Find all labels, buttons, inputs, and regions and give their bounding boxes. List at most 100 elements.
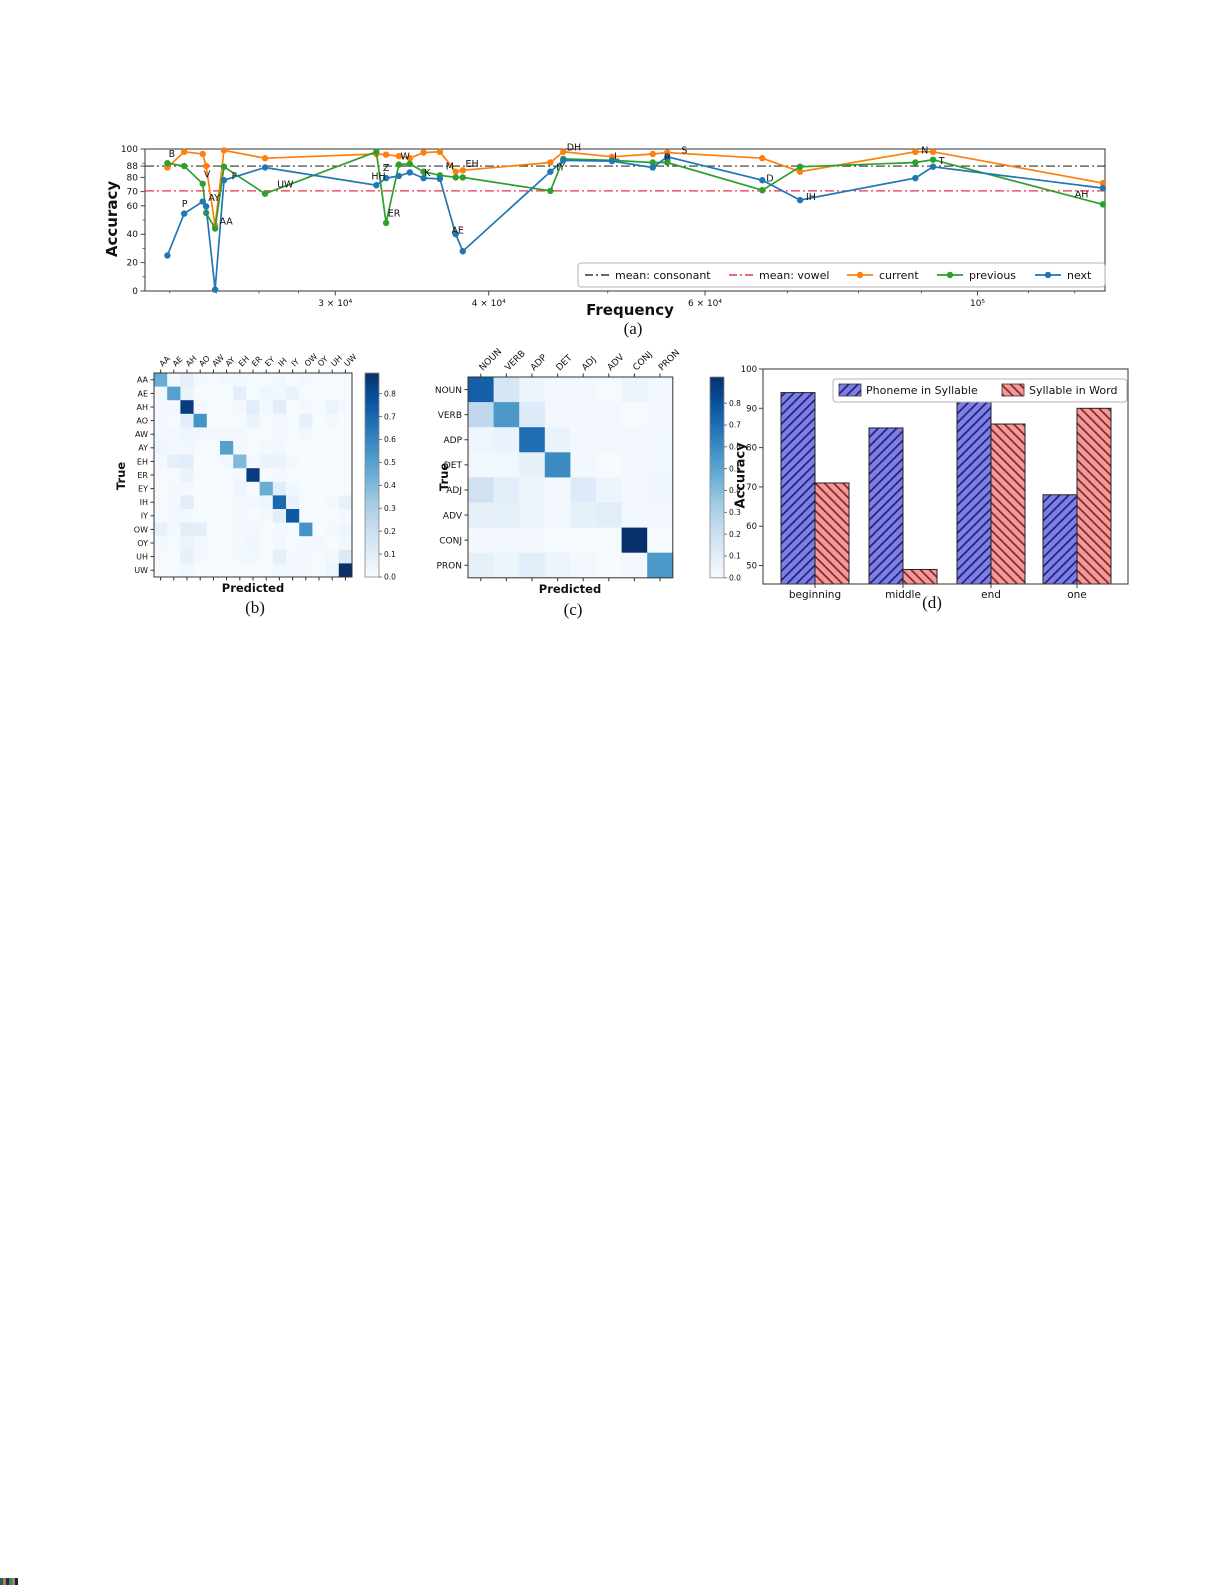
heatmap-cell [233, 536, 247, 551]
heatmap-cell [259, 509, 274, 523]
heatmap-cell [206, 427, 221, 442]
heatmap-cell [220, 522, 234, 537]
series-point-next [608, 157, 616, 165]
col-label: AE [171, 355, 185, 369]
colorbar-tick-label: 0.7 [729, 421, 741, 430]
heatmap-cell [246, 509, 260, 523]
heatmap-cell [167, 495, 181, 510]
heatmap-cell [299, 427, 313, 442]
heatmap-cell [312, 454, 326, 469]
heatmap-cell [259, 427, 274, 442]
series-point-previous [373, 148, 380, 156]
heatmap-cell [193, 468, 208, 483]
heatmap-cell [570, 552, 597, 579]
heatmap-cell [493, 502, 520, 528]
heatmap-cell [180, 481, 194, 496]
y-axis-tick-label: 80 [127, 173, 139, 183]
heatmap-cell [338, 373, 353, 387]
y-axis-tick-label: 70 [746, 483, 757, 493]
row-label: ER [137, 471, 148, 480]
heatmap-cell [621, 402, 648, 428]
heatmap-cell [259, 441, 274, 455]
heatmap-cell [299, 509, 313, 523]
x-axis-category-label: beginning [789, 589, 841, 601]
heatmap-cell [299, 468, 313, 483]
heatmap-cell [286, 509, 300, 523]
heatmap-cell [338, 427, 353, 442]
row-label: EY [138, 484, 148, 493]
heatmap-cell [272, 373, 287, 387]
panel-a-ylabel: Accuracy [103, 180, 121, 258]
heatmap-cell [206, 413, 221, 428]
heatmap-cell [180, 536, 194, 551]
heatmap-cell [312, 481, 326, 496]
col-label: UH [329, 354, 344, 369]
heatmap-cell [206, 373, 221, 387]
panel-b-xlabel: Predicted [221, 581, 285, 595]
heatmap-cell [272, 413, 287, 428]
heatmap-cell [286, 549, 300, 564]
heatmap-cell [206, 386, 221, 401]
y-axis-tick-label: 70 [127, 188, 139, 198]
heatmap-cell [312, 468, 326, 483]
heatmap-cell [325, 481, 340, 496]
col-label: IY [290, 357, 302, 369]
row-label: OW [134, 525, 148, 534]
heatmap-cell [596, 377, 622, 403]
point-annotation-B: B [169, 149, 176, 160]
point-annotation-W: W [400, 152, 410, 163]
panel-d-caption: (d) [922, 593, 942, 612]
heatmap-cell [596, 502, 622, 528]
heatmap-cell [206, 563, 221, 578]
heatmap-cell [312, 522, 326, 537]
bar-phoneme-in-syllable [780, 392, 816, 585]
col-label: ADP [529, 353, 550, 374]
panel-d-plot-border [762, 368, 1129, 585]
heatmap-cell [167, 549, 181, 564]
point-annotation-V: V [204, 169, 211, 180]
row-label: IY [141, 512, 148, 521]
heatmap-cell [570, 377, 597, 403]
series-point-next [664, 153, 671, 161]
heatmap-cell [272, 536, 287, 551]
x-axis-category-label: middle [885, 589, 921, 601]
heatmap-cell [468, 527, 494, 554]
row-label: ADP [443, 436, 462, 446]
heatmap-cell [621, 527, 648, 554]
heatmap-cell [647, 402, 674, 428]
heatmap-cell [220, 427, 234, 442]
colorbar-tick-label: 0.5 [384, 458, 396, 467]
heatmap-cell [272, 495, 287, 510]
heatmap-cell [233, 522, 247, 537]
series-point-current [420, 149, 427, 156]
col-label: CONJ [631, 350, 654, 373]
heatmap-cell [154, 427, 168, 442]
series-point-current [929, 148, 937, 156]
heatmap-cell [167, 522, 181, 537]
heatmap-cell [544, 402, 571, 428]
row-label: OY [137, 539, 148, 548]
heatmap-cell [325, 522, 340, 537]
heatmap-cell [167, 386, 181, 401]
heatmap-cell [286, 454, 300, 469]
heatmap-cell [286, 522, 300, 537]
y-axis-tick-label: 88 [127, 162, 139, 172]
heatmap-cell [272, 400, 287, 415]
series-point-next [261, 164, 269, 171]
heatmap-cell [621, 452, 648, 478]
heatmap-border [467, 376, 674, 579]
legend-label: previous [969, 269, 1016, 282]
series-point-next [649, 164, 656, 171]
heatmap-cell [338, 495, 353, 510]
col-label: AA [158, 354, 173, 369]
series-point-current [261, 155, 269, 162]
heatmap-cell [246, 386, 260, 401]
heatmap-cell [312, 549, 326, 564]
heatmap-cell [180, 400, 194, 415]
series-line-previous [167, 150, 1104, 232]
heatmap-cell [468, 477, 494, 503]
heatmap-cell [233, 441, 247, 455]
heatmap-cell [233, 468, 247, 483]
